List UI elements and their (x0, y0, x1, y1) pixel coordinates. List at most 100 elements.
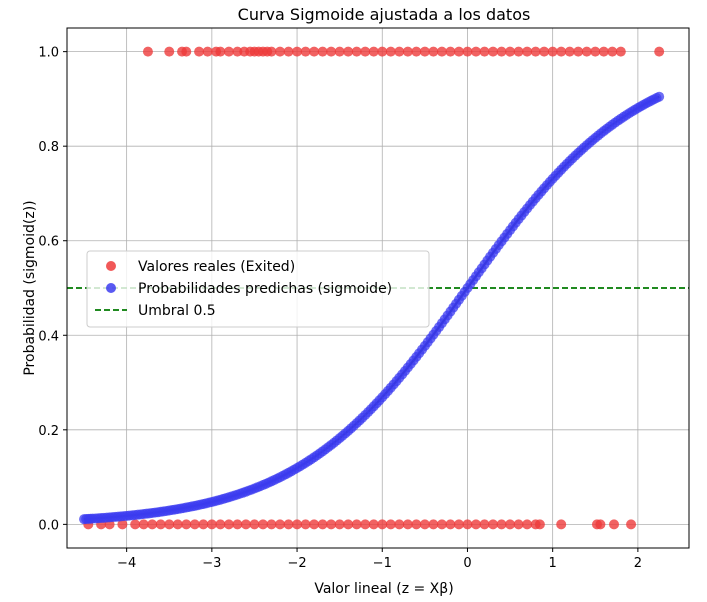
real-value-point (453, 519, 464, 530)
real-value-point (496, 46, 507, 57)
x-axis-label: Valor lineal (z = Xβ) (314, 581, 453, 597)
real-value-point (505, 46, 516, 57)
x-tick-label: −2 (287, 556, 306, 571)
predicted-points (79, 91, 665, 525)
real-value-point (275, 46, 286, 57)
x-tick-label: 2 (634, 556, 642, 571)
real-value-point (377, 46, 388, 57)
real-value-point (326, 519, 337, 530)
real-value-point (513, 519, 524, 530)
x-tick-label: −1 (373, 556, 392, 571)
real-value-point (283, 519, 294, 530)
real-value-point (453, 46, 464, 57)
real-value-point (402, 519, 413, 530)
real-value-point (522, 519, 533, 530)
real-value-point (240, 519, 251, 530)
y-ticks: 0.0 0.2 0.4 0.6 0.8 1.0 (38, 46, 67, 533)
real-value-point (428, 519, 439, 530)
real-value-point (147, 519, 158, 530)
real-value-point (181, 46, 192, 57)
real-value-point (394, 46, 405, 57)
y-axis-label: Probabilidad (sigmoid(z)) (22, 200, 38, 375)
real-value-point (249, 519, 260, 530)
x-tick-label: 0 (463, 556, 471, 571)
y-tick-label: 0.8 (38, 140, 59, 155)
real-value-point (522, 46, 533, 57)
real-value-point (223, 46, 234, 57)
real-value-point (488, 46, 499, 57)
legend-marker-predicted (106, 283, 116, 293)
real-value-point (539, 46, 550, 57)
real-value-point (117, 519, 128, 530)
real-value-point (488, 519, 499, 530)
real-value-point (351, 46, 362, 57)
real-value-point (470, 46, 481, 57)
real-value-point (368, 46, 379, 57)
real-value-point (598, 46, 609, 57)
real-value-point (556, 46, 567, 57)
real-value-point (573, 46, 584, 57)
x-tick-label: −3 (202, 556, 221, 571)
real-value-point (615, 46, 626, 57)
real-value-point (283, 46, 294, 57)
legend: Valores reales (Exited) Probabilidades p… (86, 250, 430, 328)
real-value-point (351, 519, 362, 530)
real-value-point (360, 46, 371, 57)
real-value-point (194, 46, 205, 57)
real-value-point (377, 519, 388, 530)
real-value-point (462, 519, 473, 530)
y-tick-label: 0.0 (38, 518, 59, 533)
legend-label-real: Valores reales (Exited) (138, 259, 295, 275)
real-value-point (334, 46, 345, 57)
real-value-point (462, 46, 473, 57)
real-value-point (368, 519, 379, 530)
real-value-point (130, 519, 141, 530)
real-value-point (360, 519, 371, 530)
real-value-point (334, 519, 345, 530)
real-value-point (215, 46, 226, 57)
real-value-point (394, 519, 405, 530)
real-value-point (292, 519, 303, 530)
real-values-points (83, 46, 665, 530)
real-value-point (581, 46, 592, 57)
real-value-point (257, 519, 268, 530)
real-value-point (155, 519, 166, 530)
x-ticks: −4 −3 −2 −1 0 1 2 (117, 548, 642, 571)
real-value-point (470, 519, 481, 530)
real-value-point (206, 519, 217, 530)
real-value-point (198, 519, 209, 530)
real-value-point (309, 519, 320, 530)
real-value-point (530, 46, 541, 57)
real-value-point (138, 519, 149, 530)
legend-box (86, 250, 430, 328)
real-value-point (181, 519, 192, 530)
real-value-point (411, 519, 422, 530)
real-value-point (534, 519, 545, 530)
chart-title: Curva Sigmoide ajustada a los datos (238, 5, 531, 24)
real-value-point (343, 46, 354, 57)
real-value-point (445, 519, 456, 530)
real-value-point (547, 46, 558, 57)
real-value-point (436, 46, 447, 57)
real-value-point (266, 519, 277, 530)
x-tick-label: 1 (549, 556, 557, 571)
real-value-point (595, 519, 606, 530)
legend-label-threshold: Umbral 0.5 (138, 303, 216, 319)
real-value-point (402, 46, 413, 57)
real-value-point (385, 519, 396, 530)
real-value-point (436, 519, 447, 530)
y-tick-label: 0.2 (38, 424, 59, 439)
predicted-point (654, 91, 665, 102)
legend-marker-real (106, 261, 116, 271)
real-value-point (445, 46, 456, 57)
y-tick-label: 0.4 (38, 329, 59, 344)
real-value-point (496, 519, 507, 530)
real-value-point (343, 519, 354, 530)
real-value-point (292, 46, 303, 57)
real-value-point (189, 519, 200, 530)
real-value-point (164, 46, 175, 57)
real-value-point (513, 46, 524, 57)
real-value-point (300, 46, 311, 57)
real-value-point (215, 519, 226, 530)
